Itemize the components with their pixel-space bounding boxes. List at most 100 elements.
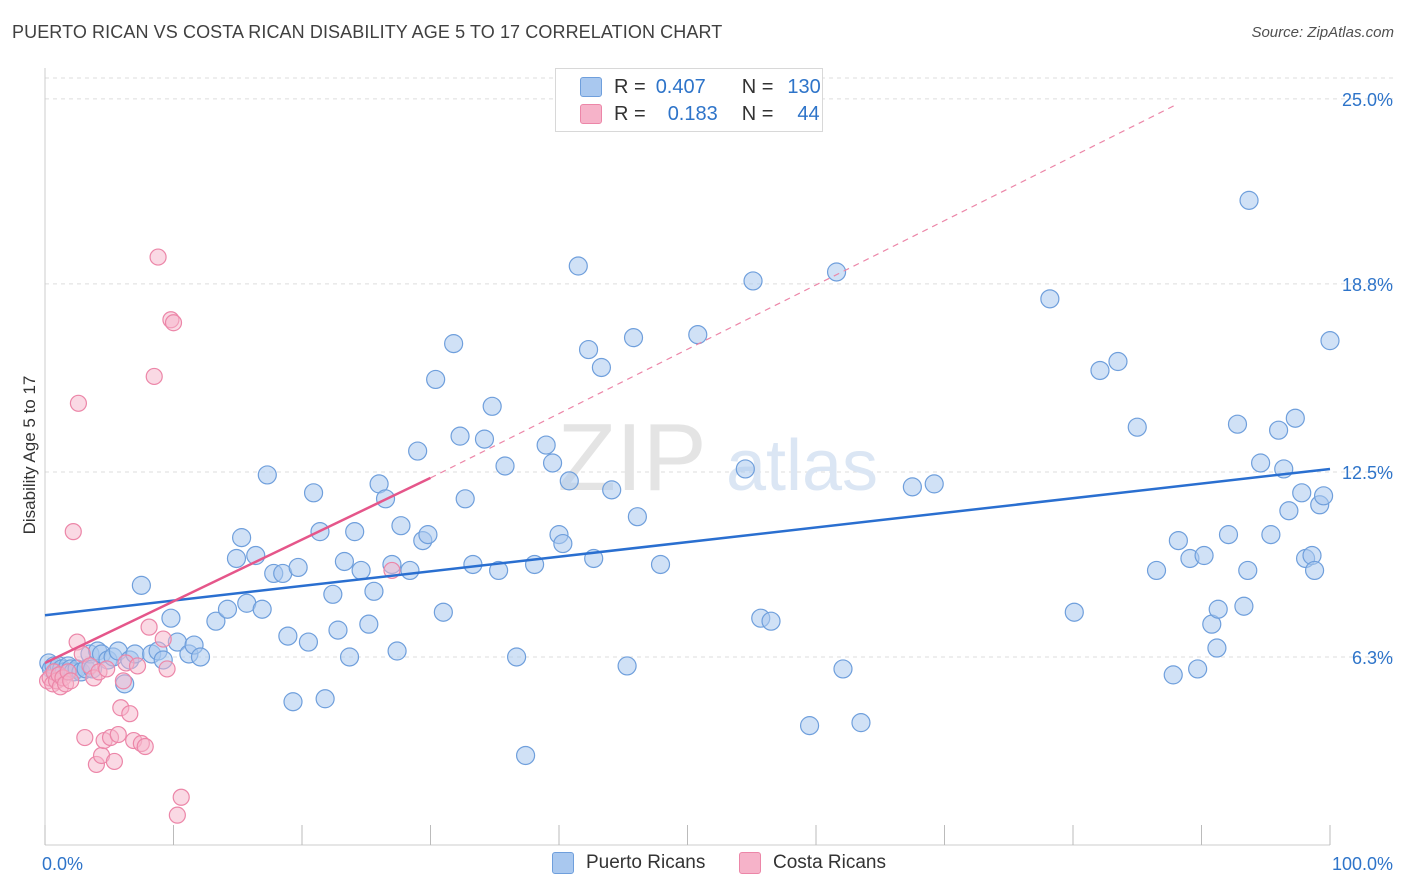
watermark-zip: ZIP <box>557 404 706 511</box>
costa-rican-point <box>164 314 183 332</box>
trend-lines <box>44 104 1331 665</box>
costa-rican-point <box>64 523 82 541</box>
puerto-rican-point <box>602 480 622 500</box>
puerto-rican-point <box>1218 525 1239 545</box>
legend-swatch-blue <box>580 77 602 97</box>
puerto-rican-point <box>553 533 573 554</box>
puerto-rican-point <box>1268 420 1289 440</box>
puerto-rican-point <box>334 551 355 572</box>
puerto-rican-point <box>433 602 453 622</box>
puerto-rican-point <box>400 560 420 581</box>
puerto-rican-point <box>559 471 579 491</box>
costa-rican-point <box>98 660 116 678</box>
puerto-rican-point <box>1313 486 1334 506</box>
costa-rican-point <box>105 752 123 771</box>
puerto-rican-point <box>359 614 379 634</box>
puerto-rican-point <box>506 647 527 667</box>
costa-rican-point <box>154 630 172 648</box>
puerto-rican-point <box>826 262 847 282</box>
legend-n-value: 44 <box>797 102 820 125</box>
y-tick-label: 12.5% <box>1342 463 1393 483</box>
puerto-rican-point <box>489 560 509 581</box>
legend-n-label: N = <box>741 75 774 98</box>
puerto-rican-point <box>650 554 671 575</box>
puerto-rican-point <box>851 713 871 733</box>
legend-r-value: 0.407 <box>655 75 706 98</box>
puerto-rican-point <box>408 441 428 461</box>
puerto-rican-point <box>328 620 348 640</box>
puerto-rican-point <box>743 271 763 291</box>
puerto-rican-point <box>1064 602 1084 622</box>
puerto-rican-point <box>131 575 151 595</box>
puerto-rican-point <box>323 584 343 604</box>
puerto-rican-point <box>1207 638 1227 658</box>
costa-rican-point <box>145 367 163 386</box>
costa-rican-trend-extension <box>430 104 1177 479</box>
puerto-rican-point <box>315 689 335 709</box>
puerto-rican-point <box>455 489 475 509</box>
costa-rican-point <box>69 394 88 412</box>
puerto-rican-point <box>617 656 637 676</box>
puerto-rican-point <box>568 256 588 276</box>
y-tick-label: 18.8% <box>1342 275 1393 295</box>
puerto-rican-point <box>303 483 324 503</box>
puerto-rican-point <box>1188 659 1208 679</box>
puerto-rican-point <box>1090 360 1110 381</box>
bottom-swatch-blue <box>552 852 574 874</box>
bottom-legend-label: Puerto Ricans <box>586 852 706 873</box>
legend-swatch-pink <box>580 104 602 124</box>
puerto-rican-point <box>463 554 483 575</box>
costa-rican-point <box>149 248 167 266</box>
puerto-rican-point <box>190 647 211 667</box>
bottom-legend-label: Costa Ricans <box>773 852 886 873</box>
costa-rican-point <box>114 672 132 690</box>
puerto-rican-point <box>1239 190 1259 210</box>
puerto-rican-point <box>444 334 464 354</box>
puerto-rican-point <box>1163 665 1183 685</box>
stats-legend: R = 0.407 N = 130 R = 0.183 N = 44 <box>555 68 823 132</box>
costa-rican-points <box>38 248 401 824</box>
legend-n-value: 130 <box>787 75 821 98</box>
puerto-rican-point <box>542 453 563 473</box>
puerto-rican-point <box>217 599 238 619</box>
puerto-rican-point <box>1234 596 1254 616</box>
legend-r-value: 0.183 <box>667 102 718 125</box>
puerto-rican-point <box>761 611 781 631</box>
puerto-rican-point <box>1279 501 1299 521</box>
puerto-rican-point <box>1208 599 1228 619</box>
bottom-legend-puerto-ricans: Puerto Ricans <box>552 852 705 874</box>
puerto-rican-point <box>387 641 407 661</box>
puerto-rican-point <box>1194 545 1214 566</box>
legend-n-label: N = <box>741 102 774 125</box>
puerto-rican-point <box>1108 351 1128 372</box>
puerto-rican-point <box>688 325 708 345</box>
puerto-rican-point <box>1040 289 1060 309</box>
puerto-rican-point <box>1304 560 1325 581</box>
puerto-rican-point <box>1227 414 1248 434</box>
puerto-rican-point <box>426 369 446 390</box>
puerto-rican-point <box>1261 525 1281 545</box>
x-tick-label: 0.0% <box>42 854 83 874</box>
puerto-rican-point <box>1251 453 1271 473</box>
legend-row-costa-ricans: R = 0.183 N = 44 <box>580 101 820 127</box>
puerto-rican-point <box>735 459 755 479</box>
puerto-rican-point <box>364 581 384 601</box>
costa-rican-point <box>140 618 158 636</box>
puerto-rican-point <box>1168 530 1188 551</box>
puerto-rican-point <box>1238 560 1258 581</box>
puerto-rican-point <box>1292 483 1312 503</box>
puerto-rican-point <box>252 599 272 619</box>
puerto-rican-point <box>623 328 644 348</box>
costa-rican-point <box>121 705 139 723</box>
legend-r-label: R = <box>614 102 646 125</box>
x-tick-label: 100.0% <box>1332 854 1393 874</box>
legend-row-puerto-ricans: R = 0.407 N = 130 <box>580 74 821 100</box>
puerto-rican-point <box>288 557 308 578</box>
puerto-rican-point <box>161 608 181 628</box>
puerto-rican-point <box>591 357 612 378</box>
puerto-rican-point <box>474 429 495 449</box>
puerto-rican-point <box>283 692 303 712</box>
puerto-rican-point <box>278 626 298 646</box>
puerto-rican-point <box>418 525 438 545</box>
